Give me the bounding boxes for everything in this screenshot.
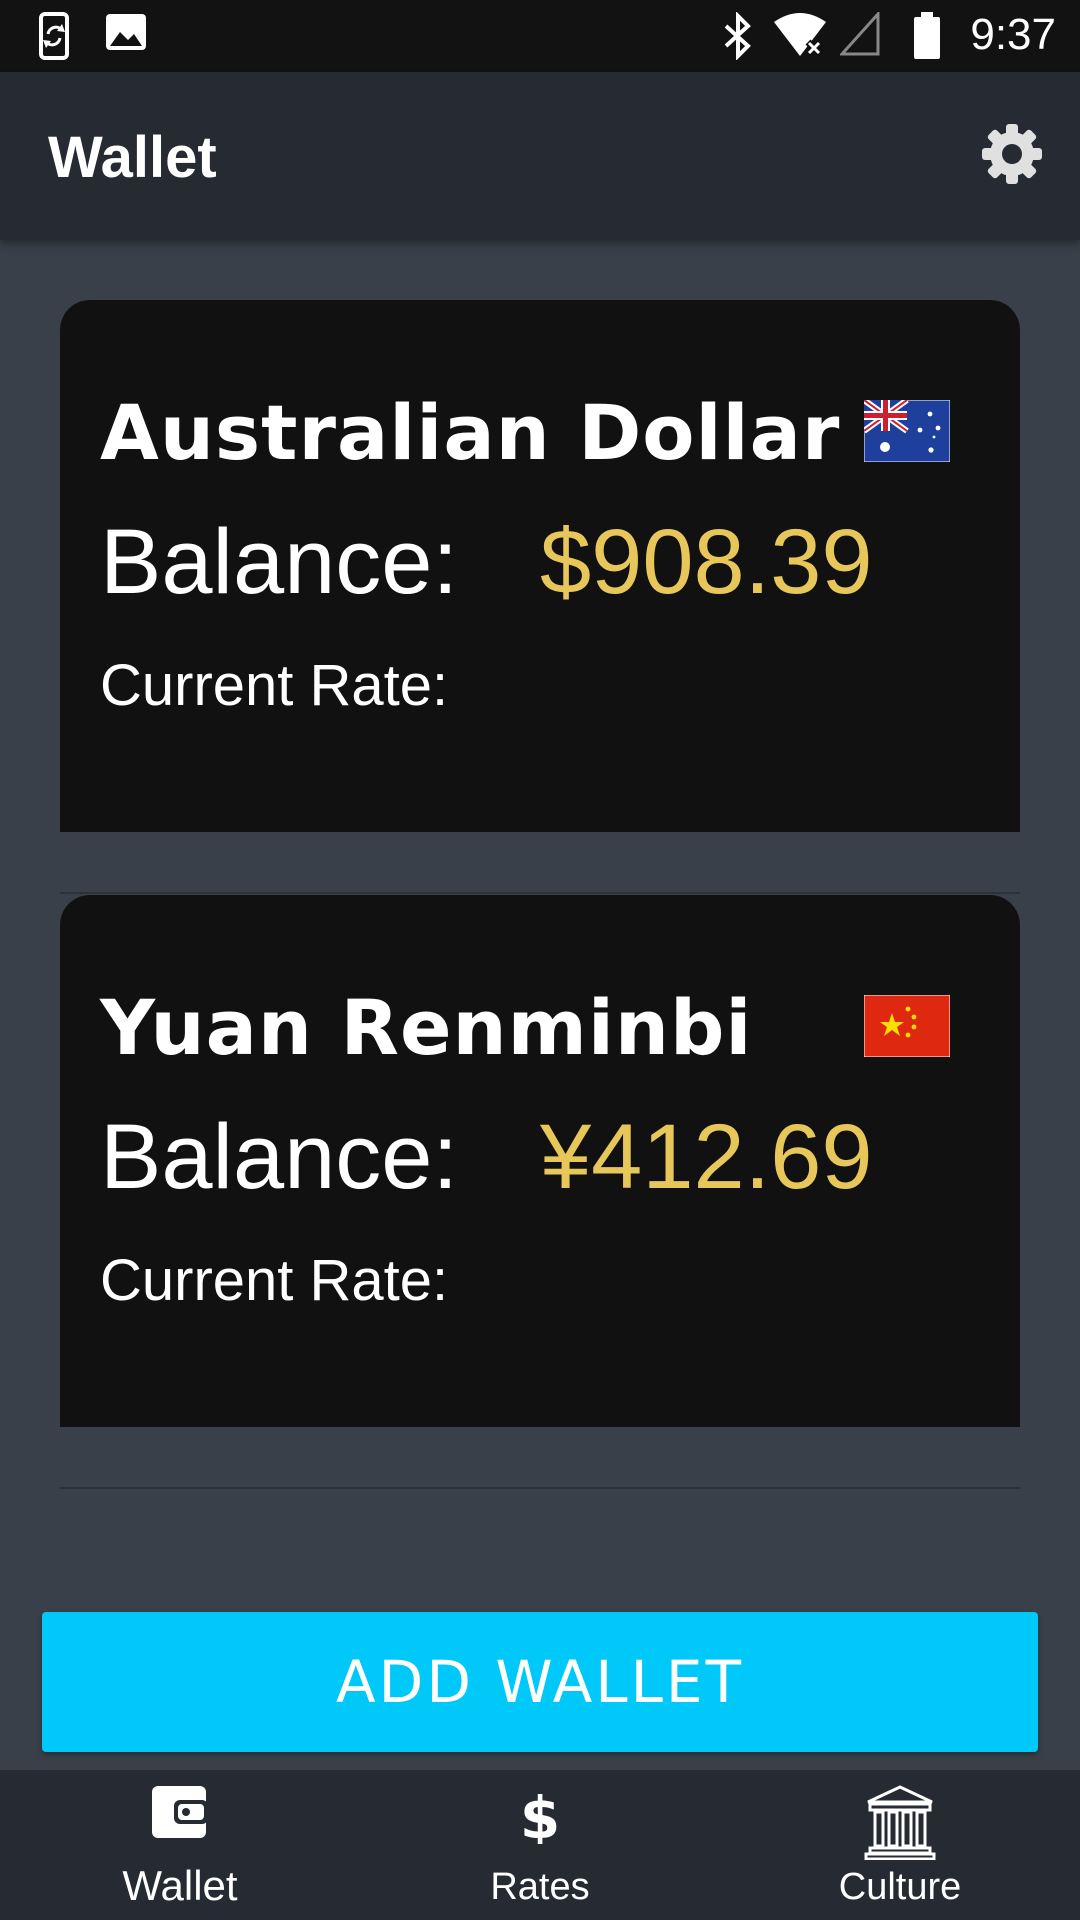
status-time: 9:37 — [970, 10, 1056, 59]
gear-icon — [982, 124, 1042, 184]
balance-value: ¥412.69 — [540, 1106, 873, 1208]
nav-label: Rates — [490, 1866, 590, 1908]
divider — [60, 892, 1020, 894]
settings-button[interactable] — [980, 122, 1044, 186]
current-rate-label: Current Rate: — [100, 1248, 449, 1313]
nav-item-culture[interactable]: Culture — [720, 1770, 1080, 1920]
balance-value: $908.39 — [540, 511, 873, 613]
museum-icon — [864, 1785, 936, 1860]
page-title: Wallet — [48, 125, 217, 190]
signal-icon — [840, 12, 880, 56]
wifi-icon — [774, 13, 826, 57]
app-bar: Wallet — [0, 72, 1080, 240]
nav-label: Wallet — [122, 1862, 238, 1909]
add-wallet-button[interactable]: ADD WALLET — [42, 1612, 1038, 1752]
china-flag-icon — [864, 995, 950, 1057]
svg-text:$: $ — [520, 1784, 560, 1844]
wallet-card[interactable]: Australian Dollar Balance: $908.39 Curre… — [60, 300, 1020, 832]
battery-icon — [914, 12, 940, 59]
current-rate-label: Current Rate: — [100, 653, 449, 718]
australia-flag-icon — [864, 400, 950, 462]
balance-label: Balance: — [100, 1106, 459, 1208]
wallet-card[interactable]: Yuan Renminbi Balance: ¥412.69 Current R… — [60, 895, 1020, 1427]
bottom-nav: Wallet $ Rates Culture — [0, 1770, 1080, 1920]
dollar-icon: $ — [520, 1784, 560, 1844]
status-bar: 9:37 — [0, 0, 1080, 72]
image-icon — [106, 14, 146, 50]
wallet-icon — [152, 1786, 208, 1838]
divider — [60, 1487, 1020, 1489]
phone-sync-icon — [39, 12, 69, 60]
nav-label: Culture — [838, 1866, 962, 1908]
nav-item-wallet[interactable]: Wallet — [0, 1770, 360, 1920]
bluetooth-icon — [724, 12, 751, 60]
balance-label: Balance: — [100, 511, 459, 613]
nav-item-rates[interactable]: $ Rates — [360, 1770, 720, 1920]
currency-name: Australian Dollar — [100, 388, 841, 477]
currency-name: Yuan Renminbi — [100, 983, 753, 1072]
